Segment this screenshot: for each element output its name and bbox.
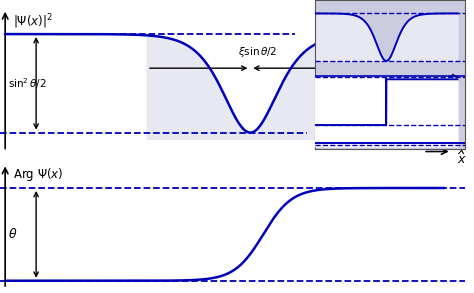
Text: $\sin^2\theta/2$: $\sin^2\theta/2$ — [8, 76, 46, 91]
Text: Arg $\Psi(x)$: Arg $\Psi(x)$ — [13, 166, 64, 183]
Text: $\theta$: $\theta$ — [8, 227, 17, 241]
Text: $x$: $x$ — [457, 153, 466, 166]
Text: $x$: $x$ — [457, 144, 466, 157]
Text: $\xi \sin \theta/2$: $\xi \sin \theta/2$ — [238, 45, 278, 59]
Text: $|\Psi(x)|^2$: $|\Psi(x)|^2$ — [13, 13, 53, 31]
